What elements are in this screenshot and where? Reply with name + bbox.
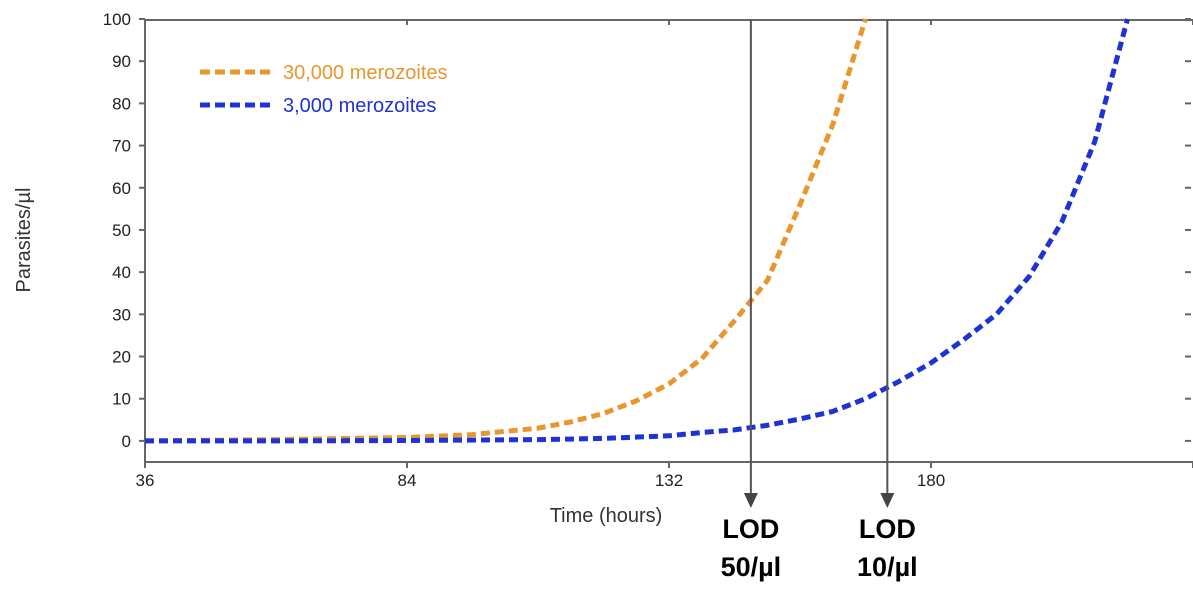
y-axis-title: Parasites/µl [13, 188, 35, 293]
y-tick-label: 50 [112, 221, 131, 240]
series-layer [144, 18, 1130, 444]
y-tick-label: 40 [112, 263, 131, 282]
y-tick-label: 100 [103, 10, 131, 29]
lod-arrowhead-1 [880, 493, 895, 508]
y-tick-label: 0 [122, 432, 131, 451]
lod-label-line2: 10/µl [857, 552, 918, 582]
x-axis-ticks: 36 84 132 180 [136, 19, 1193, 490]
x-axis-title: Time (hours) [550, 505, 663, 527]
series-line-1 [145, 18, 1130, 444]
legend-label-30000: 30,000 merozoites [283, 62, 448, 84]
y-axis-ticks: 0 10 20 30 40 50 60 70 80 90 100 [103, 10, 1191, 451]
y-tick-label: 90 [112, 52, 131, 71]
lod-annotations: LOD 50/µl LOD 10/µl [721, 19, 918, 582]
lod-arrowhead-0 [743, 493, 758, 508]
y-tick-label: 10 [112, 390, 131, 409]
legend: 30,000 merozoites 3,000 merozoites [200, 62, 448, 117]
x-tick-label: 84 [398, 471, 417, 490]
y-tick-label: 30 [112, 305, 131, 324]
series-line-0 [144, 18, 868, 444]
y-tick-label: 70 [112, 137, 131, 156]
y-tick-label: 80 [112, 94, 131, 113]
y-tick-label: 20 [112, 348, 131, 367]
lod-label-line1: LOD [722, 514, 779, 544]
x-tick-label: 132 [655, 471, 683, 490]
x-tick-label: 180 [917, 471, 945, 490]
lod-label-line1: LOD [859, 514, 916, 544]
plot-area [145, 19, 1193, 462]
x-tick-label: 36 [136, 471, 155, 490]
y-tick-label: 60 [112, 179, 131, 198]
lod-label-line2: 50/µl [721, 552, 782, 582]
legend-label-3000: 3,000 merozoites [283, 95, 436, 117]
